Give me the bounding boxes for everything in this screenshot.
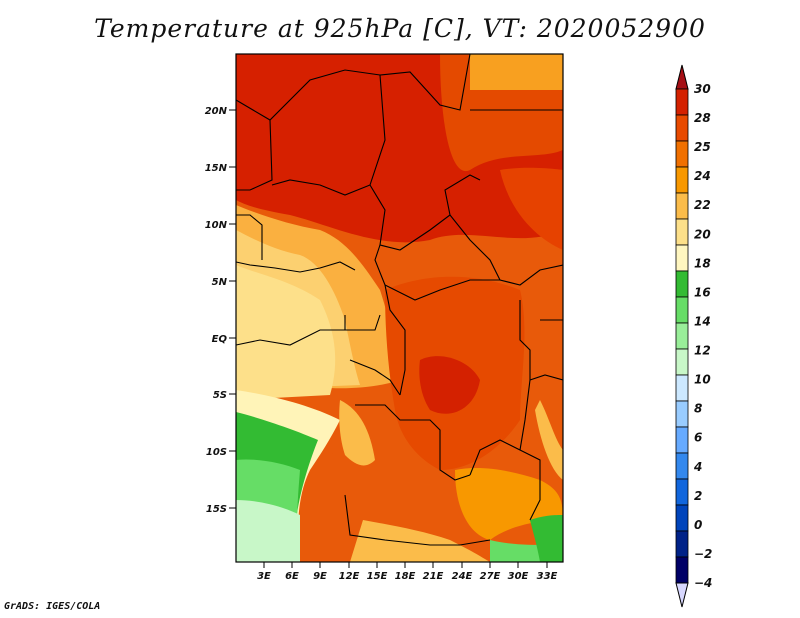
lon-label: 18E [395, 571, 416, 582]
colorbar-swatch [675, 374, 689, 402]
colorbar-label: 8 [694, 402, 702, 416]
colorbar-swatch [675, 140, 689, 168]
lon-label: 27E [480, 571, 501, 582]
colorbar-swatch [675, 192, 689, 220]
longitude-axis: 3E 6E 9E 12E 15E 18E 21E 24E 27E 30E 33E [257, 562, 558, 582]
lat-label: 10N [205, 220, 228, 231]
map-title: Temperature at 925hPa [C], VT: 202005290… [94, 14, 706, 43]
lon-label: 12E [339, 571, 360, 582]
colorbar-swatch [675, 166, 689, 194]
colorbar-label: 2 [694, 489, 702, 503]
colorbar-label: 20 [694, 227, 711, 241]
colorbar-swatch [675, 88, 689, 116]
colorbar-swatch [675, 400, 689, 428]
country-borders [236, 54, 563, 546]
lat-label: EQ [212, 334, 228, 345]
colorbar-swatch [675, 478, 689, 506]
temperature-field [236, 54, 563, 562]
lon-label: 15E [367, 571, 388, 582]
credit-footer: GrADS: IGES/COLA [4, 601, 101, 612]
lat-label: 20N [205, 106, 228, 117]
colorbar-swatch [675, 426, 689, 454]
colorbar-swatch [675, 218, 689, 246]
colorbar-swatch [675, 530, 689, 558]
colorbar-label: −2 [694, 547, 712, 561]
lon-label: 21E [423, 571, 444, 582]
colorbar-label: 10 [694, 373, 711, 387]
latitude-axis: 20N 15N 10N 5N EQ 5S 10S 15S [205, 106, 236, 515]
lon-label: 6E [285, 571, 299, 582]
lon-label: 9E [313, 571, 327, 582]
colorbar-swatch [675, 504, 689, 532]
lon-label: 3E [257, 571, 271, 582]
colorbar-label: 28 [694, 111, 711, 125]
colorbar-swatch [675, 452, 689, 480]
colorbar-label: 30 [694, 82, 711, 96]
lon-label: 30E [508, 571, 529, 582]
colorbar-swatch [675, 348, 689, 376]
colorbar-label: 18 [694, 256, 711, 270]
colorbar-swatch [675, 296, 689, 324]
lat-label: 15S [206, 504, 227, 515]
colorbar-label: 0 [694, 518, 702, 532]
lat-label: 5S [213, 390, 227, 401]
colorbar-label: 25 [694, 140, 711, 154]
lon-label: 33E [537, 571, 558, 582]
colorbar-swatch [675, 556, 689, 584]
colorbar-bottom-triangle [675, 582, 689, 608]
colorbar-swatch [675, 270, 689, 298]
colorbar-label: 24 [694, 169, 711, 183]
lon-label: 24E [452, 571, 473, 582]
colorbar-label: 6 [694, 431, 702, 445]
map-frame [235, 53, 564, 563]
colorbar-top-triangle [675, 64, 689, 90]
colorbar-swatch [675, 114, 689, 142]
colorbar-swatch [675, 244, 689, 272]
lat-label: 15N [205, 163, 228, 174]
lat-label: 5N [212, 277, 228, 288]
lat-label: 10S [206, 447, 227, 458]
colorbar-label: 14 [694, 314, 711, 328]
colorbar-label: 12 [694, 344, 711, 358]
colorbar-label: 16 [694, 285, 711, 299]
colorbar-label: 4 [693, 460, 702, 474]
colorbar-label: −4 [694, 576, 712, 590]
colorbar-swatch [675, 322, 689, 350]
colorbar-label: 22 [694, 198, 711, 212]
